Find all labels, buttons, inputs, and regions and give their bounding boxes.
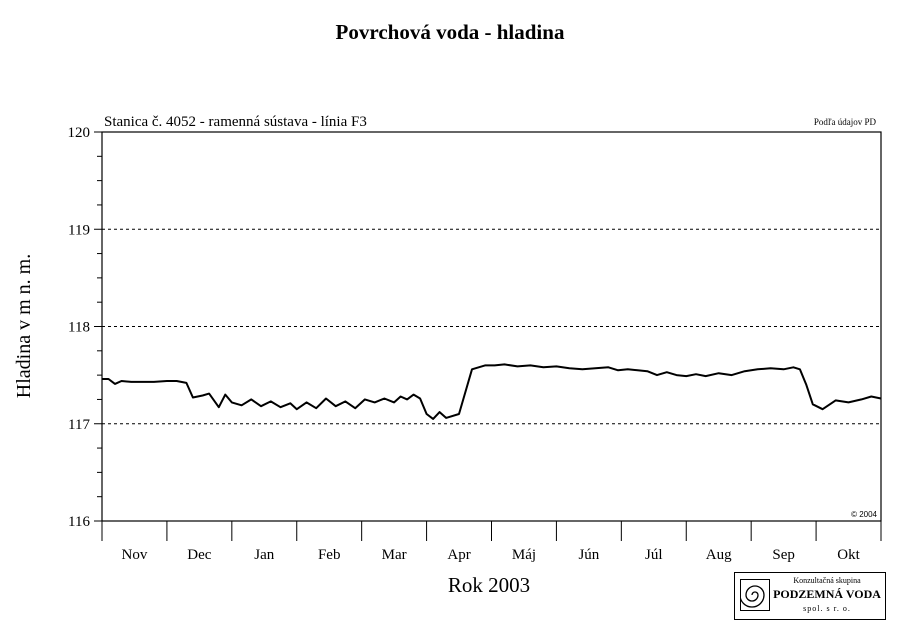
x-tick-label: Jan: [254, 547, 274, 563]
y-axis: 116 117 118 119 120: [68, 125, 102, 530]
copyright-note: © 2004: [851, 510, 877, 519]
chart-title: Povrchová voda - hladina: [335, 20, 565, 44]
x-tick-label: Máj: [512, 547, 536, 563]
x-tick-label: Mar: [382, 547, 407, 563]
x-tick-label: Dec: [187, 547, 211, 563]
spiral-logo-icon: [740, 579, 770, 611]
x-axis-title: Rok 2003: [448, 573, 530, 597]
logo-line-3: spol. s r. o.: [803, 604, 851, 613]
x-tick-label: Okt: [837, 547, 860, 563]
source-note: Podľa údajov PD: [814, 117, 877, 127]
x-axis: Nov Dec Jan Feb Mar Apr Máj Jún Júl Aug Sep Okt: [101, 521, 882, 563]
series-group: [102, 363, 882, 420]
logo-line-2: PODZEMNÁ VODA: [773, 587, 881, 601]
x-tick-label: Jún: [578, 547, 599, 563]
y-tick-label: 118: [68, 320, 90, 336]
y-tick-label: 117: [68, 417, 90, 433]
y-axis-title: Hladina v m n. m.: [13, 254, 35, 398]
grid-lines: [102, 228, 881, 425]
company-logo: Konzultačná skupina PODZEMNÁ VODA spol. …: [734, 572, 886, 620]
x-tick-label: Apr: [447, 547, 470, 563]
y-tick-label: 119: [68, 222, 90, 238]
x-tick-label: Feb: [318, 547, 341, 563]
logo-line-1: Konzultačná skupina: [793, 576, 861, 585]
series-line-0: [102, 363, 882, 420]
x-tick-label: Sep: [772, 547, 795, 563]
x-tick-label: Aug: [706, 547, 732, 563]
y-tick-label: 116: [68, 514, 90, 530]
y-tick-label: 120: [68, 125, 91, 141]
chart-subtitle: Stanica č. 4052 - ramenná sústava - líni…: [104, 114, 367, 130]
x-tick-label: Nov: [122, 547, 148, 563]
x-tick-label: Júl: [645, 547, 663, 563]
